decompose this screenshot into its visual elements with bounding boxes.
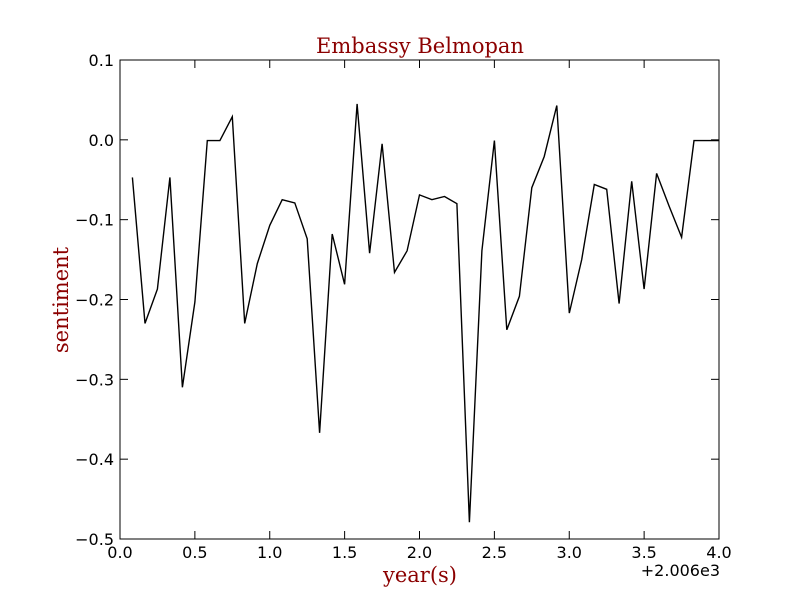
series-line-sentiment: [131, 103, 719, 523]
x-offset-label: +2.006e3: [641, 561, 720, 580]
data-points: [132, 103, 720, 523]
x-tick-label: 2.0: [407, 543, 432, 562]
y-tick-labels: 0.1 0.0 −0.1 −0.2 −0.3 −0.4 −0.5: [75, 51, 114, 549]
x-tick-label: 1.5: [332, 543, 357, 562]
x-tick-label: 1.0: [257, 543, 282, 562]
x-axis-label: year(s): [382, 563, 457, 587]
y-axis-label: sentiment: [49, 246, 73, 353]
y-tick-label: 0.1: [89, 51, 114, 70]
y-tick-label: −0.2: [75, 291, 114, 310]
x-tick-label: 4.0: [706, 543, 731, 562]
chart-title: Embassy Belmopan: [316, 34, 524, 58]
x-tick-label: 3.5: [631, 543, 656, 562]
y-tick-label: 0.0: [89, 131, 114, 150]
y-tick-label: −0.5: [75, 530, 114, 549]
y-tick-label: −0.4: [75, 450, 114, 469]
x-tick-label: 0.5: [182, 543, 207, 562]
plot-area-frame: [119, 59, 720, 540]
y-tick-label: −0.3: [75, 370, 114, 389]
x-tick-label: 3.0: [557, 543, 582, 562]
x-tick-label: 0.0: [107, 543, 132, 562]
x-tick-label: 2.5: [482, 543, 507, 562]
axis-ticks: [119, 59, 720, 540]
x-tick-labels: 0.0 0.5 1.0 1.5 2.0 2.5 3.0 3.5 4.0: [107, 543, 731, 562]
y-tick-label: −0.1: [75, 211, 114, 230]
